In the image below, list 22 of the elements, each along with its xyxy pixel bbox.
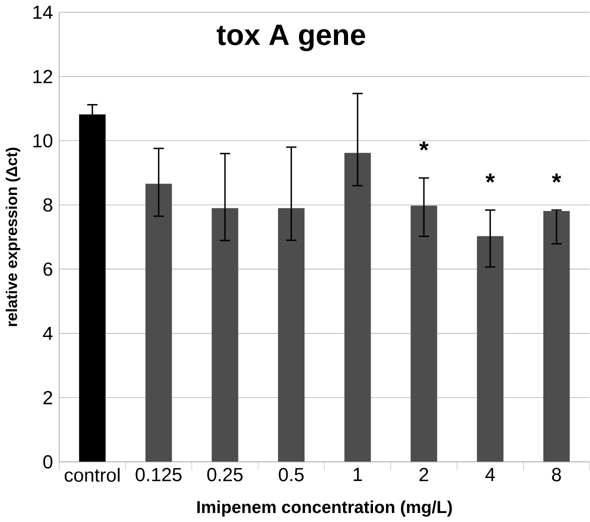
annotation: * [419,141,429,150]
x-tick-label: 8 [552,468,561,482]
y-axis-title: relative expression (Δct) [6,148,20,326]
annotation: * [486,173,495,182]
x-tick-label: 2 [420,468,428,481]
y-tick-label: 12 [33,70,52,83]
x-tick-label: 4 [485,468,495,481]
x-tick-label: 1 [354,468,362,481]
y-tick-label: 6 [44,262,52,276]
y-tick-label: 14 [33,6,53,19]
chart-title: tox A gene [216,24,366,51]
y-tick-label: 8 [43,198,52,212]
x-tick-label: control [64,468,120,482]
y-tick-label: 10 [33,134,52,148]
x-axis-title: Imipenem concentration (mg/L) [197,500,452,516]
annotation: * [552,173,562,182]
y-tick-label: 4 [43,326,53,340]
y-tick-label: 0 [43,454,52,468]
y-tick-label: 2 [44,390,52,404]
x-tick-label: 0.5 [278,468,304,482]
x-tick-label: 0.25 [207,468,243,482]
x-tick-label: 0.125 [136,468,182,482]
